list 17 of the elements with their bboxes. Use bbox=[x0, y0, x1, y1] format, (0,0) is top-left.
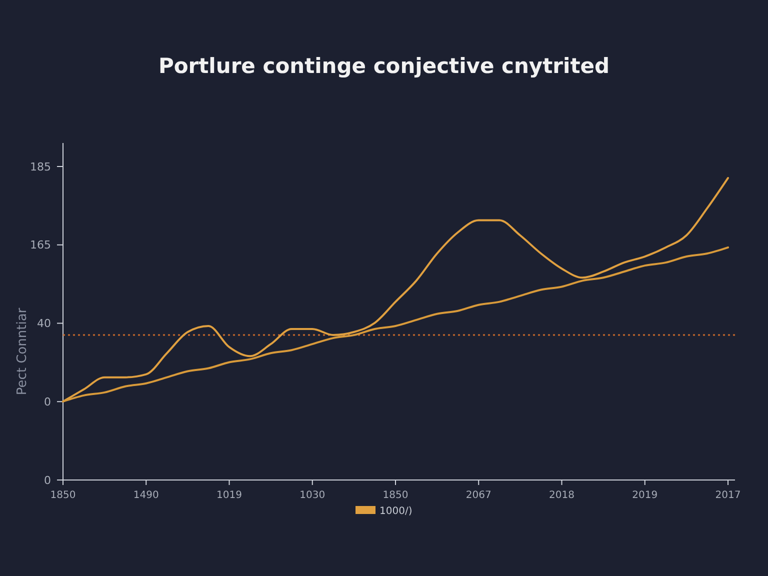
x-tick-label: 2017 bbox=[715, 490, 741, 501]
x-tick-label: 1850 bbox=[382, 490, 408, 501]
x-tick-label: 1490 bbox=[133, 490, 159, 501]
legend-label: 1000/) bbox=[380, 506, 412, 517]
text: 185 bbox=[30, 160, 51, 174]
text: 0 bbox=[44, 395, 51, 408]
chart-title: Portlure continge conjective cnytrited bbox=[158, 54, 610, 78]
x-tick-label: 2019 bbox=[632, 490, 658, 501]
text: 0 bbox=[44, 474, 51, 487]
text: 40 bbox=[37, 317, 51, 330]
text: 165 bbox=[30, 238, 51, 252]
x-tick-label: 1850 bbox=[50, 490, 76, 501]
x-tick-label: 1030 bbox=[300, 490, 326, 501]
x-tick-label: 2018 bbox=[549, 490, 574, 501]
y-axis-title: Pect Conntiar bbox=[15, 307, 30, 396]
x-tick-label: 2067 bbox=[466, 490, 492, 501]
x-tick-label: 1019 bbox=[216, 490, 242, 501]
